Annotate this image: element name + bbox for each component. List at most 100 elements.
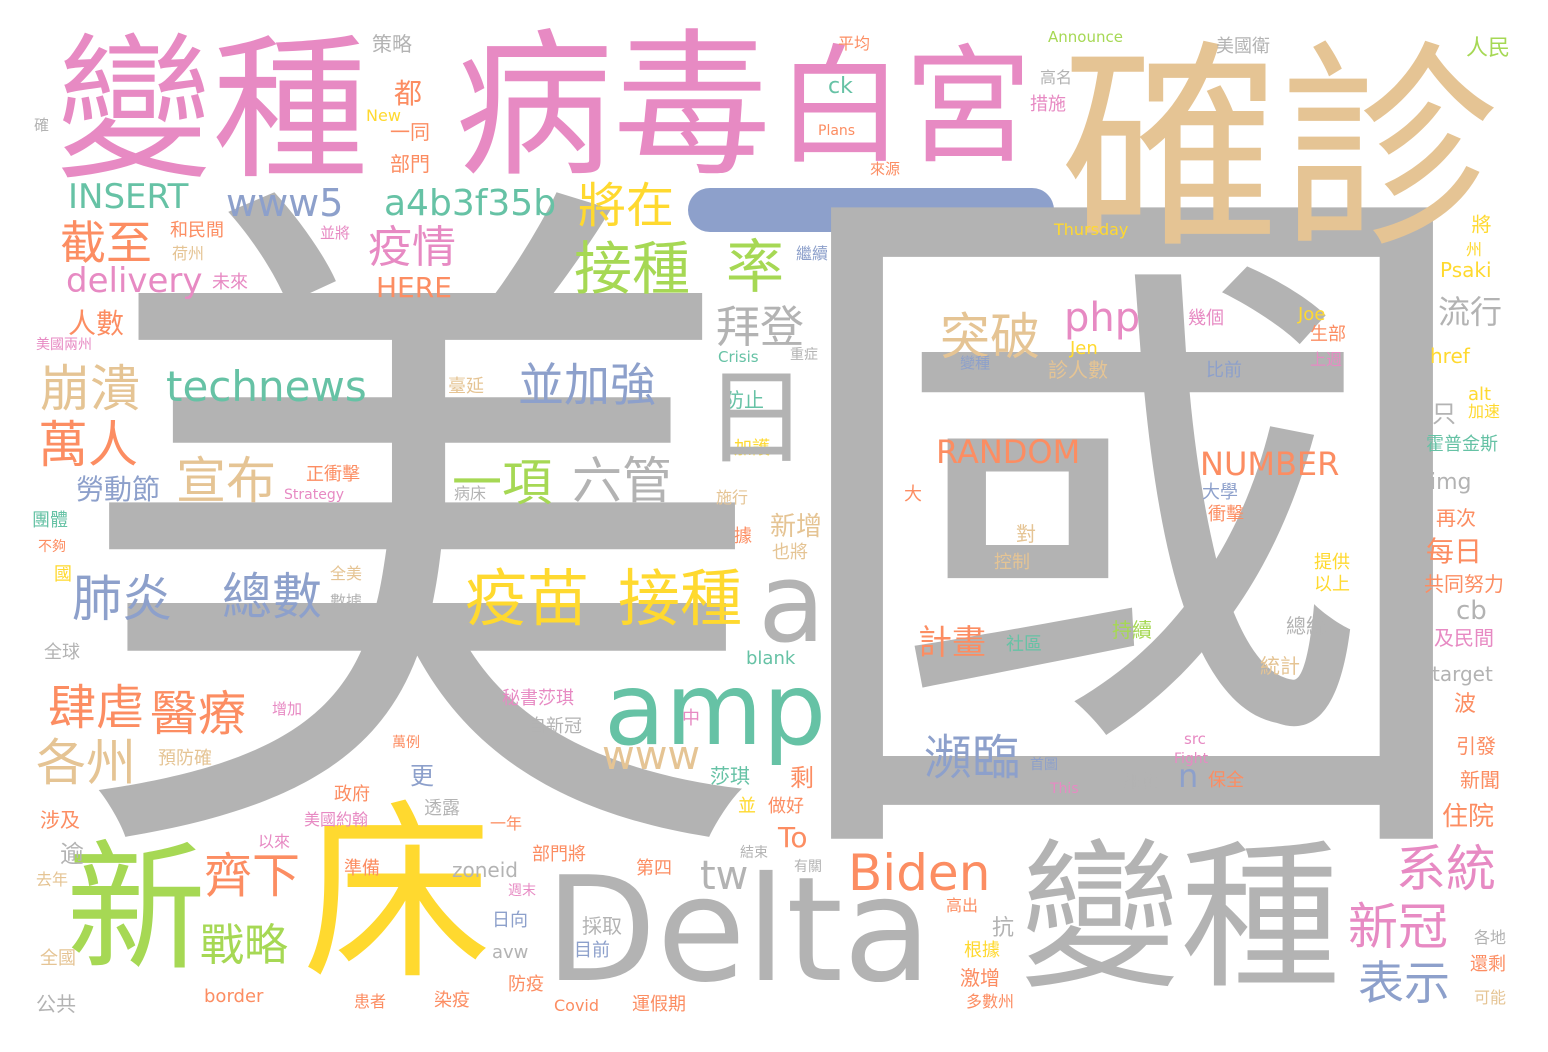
word: amp <box>604 651 827 768</box>
word: 患者 <box>354 992 387 1011</box>
word: 數據 <box>330 592 363 611</box>
word: 新冠 <box>1348 898 1448 956</box>
word: 更 <box>410 762 434 790</box>
word: 也將 <box>772 542 808 563</box>
word: Covid <box>554 996 600 1015</box>
word: 結束 <box>740 845 768 861</box>
word: Strategy <box>284 487 344 503</box>
word: 持續 <box>1112 618 1152 642</box>
word: 剩 <box>790 764 814 792</box>
word: 根據 <box>964 940 1000 961</box>
word: 統計 <box>1260 654 1300 678</box>
word: 以上 <box>1314 574 1350 595</box>
word: 可能 <box>1474 988 1507 1007</box>
word: 上週 <box>1310 350 1343 369</box>
word: 全國 <box>40 948 76 969</box>
word: Crisis <box>718 348 759 366</box>
word: 齊下 <box>204 848 301 904</box>
word: 住院 <box>1442 802 1495 832</box>
word: NUMBER <box>1200 445 1340 483</box>
word: 提供 <box>1314 552 1350 573</box>
word: php <box>1064 295 1141 341</box>
word: 系統 <box>1396 840 1496 898</box>
word: 將 <box>1468 214 1492 234</box>
word: 團體 <box>32 510 68 531</box>
word: 波 <box>1454 692 1477 717</box>
word: cb <box>1456 596 1487 626</box>
word: tw <box>700 853 749 899</box>
word: a4b3f35b <box>384 183 557 224</box>
word: 部門 <box>390 152 430 176</box>
word: 總統 <box>1286 614 1326 638</box>
word: 逾 <box>60 840 84 868</box>
word: 部門將 <box>532 844 586 865</box>
word: 美 <box>70 134 770 949</box>
word: 肆虐 <box>48 680 145 736</box>
word: 變種 <box>1020 824 1341 1011</box>
word: 率 <box>726 233 785 301</box>
word: 策略 <box>372 32 412 56</box>
word: 各地 <box>1474 928 1507 947</box>
word: 平均 <box>838 34 871 53</box>
word: 染疫 <box>434 990 470 1011</box>
word: 確診 <box>1060 22 1501 278</box>
word: src <box>1184 730 1206 748</box>
word: 措施 <box>1030 94 1066 115</box>
word: 接種 <box>574 235 691 303</box>
word: 高出 <box>946 896 979 915</box>
word: 並將 <box>320 224 351 242</box>
word: www5 <box>226 181 344 225</box>
word: 一年 <box>490 814 523 833</box>
word: 引發 <box>1456 734 1496 758</box>
word: img <box>1430 470 1472 495</box>
word: 變種 <box>960 354 991 372</box>
word: 醫療 <box>150 686 247 742</box>
word: 計畫 <box>918 623 986 663</box>
word: 據 <box>734 526 752 547</box>
word: 並加強 <box>518 358 656 412</box>
word: Announce <box>1048 28 1123 46</box>
word: This <box>1050 781 1079 797</box>
word: Joe <box>1298 304 1326 325</box>
word: 重症 <box>790 347 818 363</box>
word: 床 <box>302 784 493 1005</box>
word: delivery <box>66 261 203 301</box>
word: 做好 <box>768 796 804 817</box>
word: 州 <box>1466 240 1483 259</box>
word: 來源 <box>870 160 901 178</box>
word: 自新冠 <box>528 716 582 737</box>
word: 和民間 <box>170 220 224 241</box>
word: 採取 <box>582 914 622 938</box>
word: ck <box>828 74 853 99</box>
word: 人數 <box>68 307 125 340</box>
word: 拜登 <box>716 302 804 353</box>
word: 第四 <box>636 858 672 879</box>
word: 全球 <box>44 642 80 663</box>
word: 日向 <box>492 910 528 931</box>
word: 莎琪 <box>710 764 750 788</box>
word: 還剩 <box>1470 954 1506 975</box>
word: 預防確 <box>158 748 212 769</box>
word: 確 <box>34 116 50 134</box>
word: 公共 <box>36 992 76 1016</box>
word: 加護 <box>734 438 770 459</box>
word: 萬例 <box>392 735 420 751</box>
word: 美國兩州 <box>36 337 92 353</box>
word: RANDOM <box>936 433 1081 471</box>
word: Biden <box>848 844 991 902</box>
word: 目前 <box>574 940 610 961</box>
word: Thursday <box>1054 220 1129 239</box>
word: 共同努力 <box>1424 572 1504 596</box>
word: 肺炎 <box>72 570 172 628</box>
word: 政府 <box>334 784 370 805</box>
color-bar <box>688 188 1054 232</box>
word: 週末 <box>508 883 536 899</box>
word: 生部 <box>1310 324 1346 345</box>
word: a <box>758 539 826 667</box>
word: 多數州 <box>966 992 1015 1011</box>
word: 人民 <box>1466 36 1511 61</box>
word: 國 <box>54 564 72 585</box>
word: 荷州 <box>172 244 205 263</box>
word: 去年 <box>36 870 69 889</box>
